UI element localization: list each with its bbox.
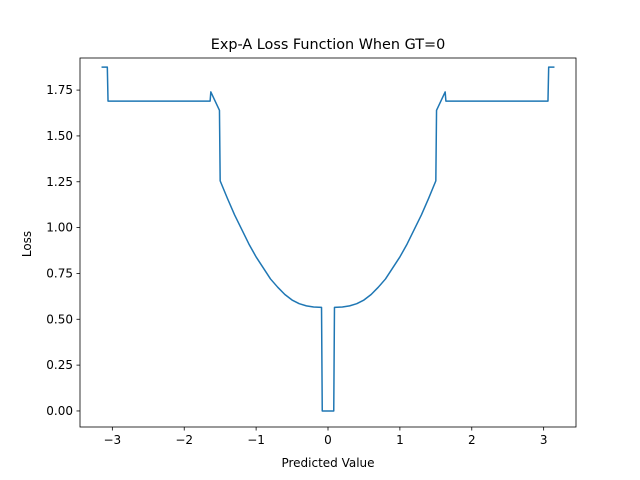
plot-area: −3 −2 −1 0 1 2 3 0.00 0.25 0.50 0.75 1.00 1.25 1.50 1.… [46,57,577,447]
y-tick-label: 0.50 [46,312,73,326]
y-tick-label: 0.00 [46,404,73,418]
x-tick-label: 2 [468,433,476,447]
x-tick-label: −3 [103,433,121,447]
x-tick-label: 1 [396,433,404,447]
x-tick-label: 3 [540,433,548,447]
series-line-0 [101,66,555,412]
y-tick-label: 1.00 [46,221,73,235]
x-tick-label: 0 [324,433,332,447]
x-axis-label: Predicted Value [281,456,374,470]
y-axis-label: Loss [20,231,34,257]
chart-title: Exp-A Loss Function When GT=0 [211,37,446,53]
y-tick-label: 1.75 [46,83,73,97]
y-tick-label: 1.25 [46,175,73,189]
y-tick-label: 1.50 [46,129,73,143]
y-tick-label: 0.25 [46,358,73,372]
x-tick-label: −2 [175,433,193,447]
y-tick-label: 0.75 [46,266,73,280]
x-tick-label: −1 [247,433,265,447]
